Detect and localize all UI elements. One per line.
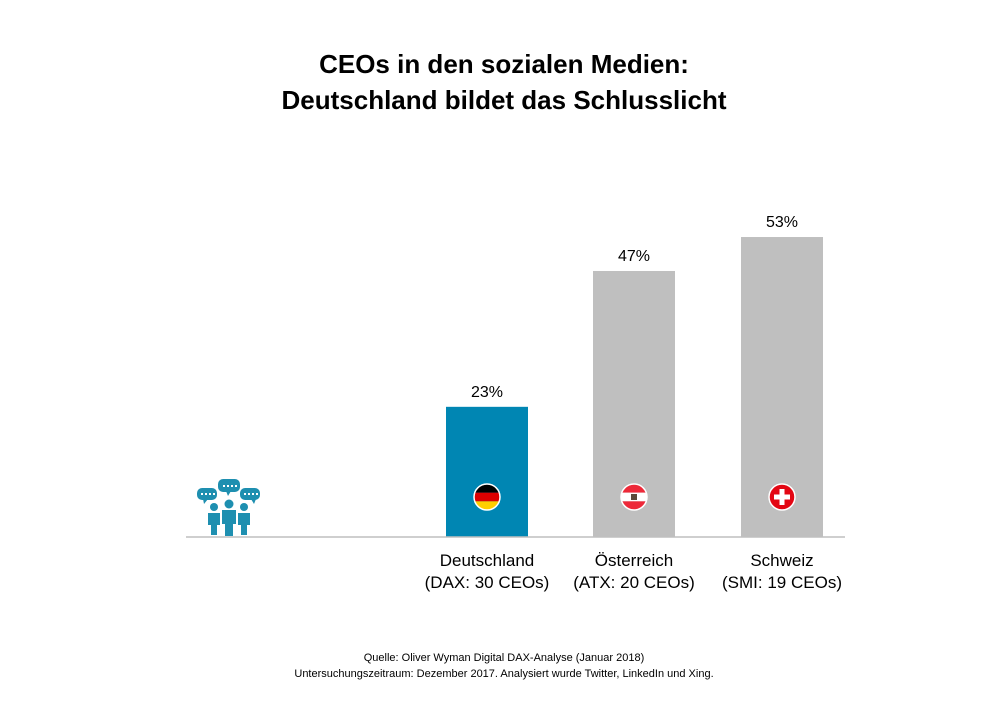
category-name: Deutschland [439, 551, 535, 570]
data-label: 53% [766, 214, 798, 231]
austria-flag-icon-ring [620, 483, 648, 511]
social-media-people-icon [197, 479, 260, 536]
bars-layer: 23% 47% 53% [446, 214, 823, 537]
source-note: Quelle: Oliver Wyman Digital DAX-Analyse… [0, 650, 1008, 682]
germany-flag-icon [474, 484, 500, 510]
category-label: Österreich (ATX: 20 CEOs) [554, 550, 714, 594]
bar-group: 47% [593, 248, 675, 537]
switzerland-flag-icon-ring [768, 483, 796, 511]
category-sublabel: (ATX: 20 CEOs) [573, 573, 695, 592]
chart-title-line-1: CEOs in den sozialen Medien: [319, 49, 689, 79]
data-label: 47% [618, 248, 650, 265]
category-name: Österreich [594, 551, 674, 570]
source-line-1: Quelle: Oliver Wyman Digital DAX-Analyse… [363, 652, 645, 664]
germany-flag-icon-ring [473, 483, 501, 511]
category-sublabel: (DAX: 30 CEOs) [424, 573, 550, 592]
source-line-2: Untersuchungszeitraum: Dezember 2017. An… [294, 668, 714, 680]
category-sublabel: (SMI: 19 CEOs) [722, 573, 842, 592]
bar-group: 53% [741, 214, 823, 537]
category-label: Deutschland (DAX: 30 CEOs) [407, 550, 567, 594]
category-name: Schweiz [750, 551, 814, 570]
chart-title-line-2: Deutschland bildet das Schlusslicht [281, 85, 727, 115]
bar [446, 406, 528, 537]
austria-flag-icon [621, 484, 647, 510]
data-label: 23% [471, 384, 503, 401]
category-label: Schweiz (SMI: 19 CEOs) [702, 550, 862, 594]
chart-title: CEOs in den sozialen Medien: Deutschland… [0, 46, 1008, 118]
bar-group: 23% [446, 384, 528, 537]
